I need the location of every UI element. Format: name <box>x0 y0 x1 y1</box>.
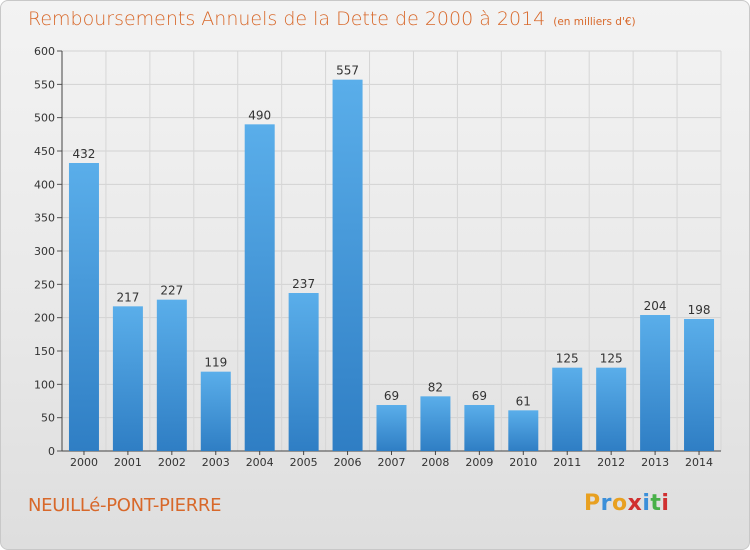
y-tick-label: 450 <box>34 145 55 158</box>
commune-name: NEUILLé-PONT-PIERRE <box>28 495 222 516</box>
x-tick-label: 2005 <box>290 456 318 469</box>
data-label: 217 <box>116 290 139 304</box>
x-tick-label: 2012 <box>597 456 625 469</box>
data-label: 557 <box>336 64 359 78</box>
chart-title: Remboursements Annuels de la Dette de 20… <box>28 8 546 30</box>
x-tick-label: 2000 <box>70 456 98 469</box>
logo-letter: o <box>611 491 628 516</box>
bar-2007 <box>376 405 407 451</box>
data-label: 204 <box>644 299 667 313</box>
y-tick-label: 400 <box>34 178 55 191</box>
x-tick-label: 2001 <box>114 456 142 469</box>
y-tick-label: 350 <box>34 212 55 225</box>
data-label: 61 <box>516 394 531 408</box>
bar-2010 <box>508 410 539 451</box>
x-tick-label: 2009 <box>465 456 493 469</box>
x-tick-label: 2013 <box>641 456 669 469</box>
axes: 0 50 100 150 200 250 300 350 400 450 500 550 600 <box>34 45 721 458</box>
bar-2011 <box>552 367 583 451</box>
x-tick-label: 2014 <box>685 456 713 469</box>
logo-letter: i <box>661 491 670 516</box>
data-label: 125 <box>600 352 623 366</box>
data-label: 237 <box>292 277 315 291</box>
logo-letter: P <box>584 491 601 516</box>
bar-2014 <box>684 319 715 451</box>
bar-2002 <box>156 299 187 451</box>
x-tick-label: 2008 <box>421 456 449 469</box>
data-label: 227 <box>160 284 183 298</box>
bar-2009 <box>464 405 495 451</box>
chart-subtitle: (en milliers d'€) <box>553 16 636 28</box>
bar-2004 <box>244 124 275 451</box>
data-label: 82 <box>428 380 443 394</box>
bars <box>68 79 715 452</box>
logo-letter: r <box>600 491 612 516</box>
data-label: 432 <box>73 147 96 161</box>
y-tick-label: 50 <box>41 412 55 425</box>
logo-letter: i <box>642 491 651 516</box>
proxiti-logo[interactable]: Proxiti <box>584 491 669 516</box>
bar-2000 <box>68 163 99 451</box>
data-label: 125 <box>556 352 579 366</box>
bar-2008 <box>420 396 451 451</box>
bar-2005 <box>288 293 319 451</box>
x-tick-label: 2004 <box>246 456 274 469</box>
y-tick-label: 200 <box>34 312 55 325</box>
x-tick-label: 2007 <box>378 456 406 469</box>
y-tick-label: 600 <box>34 45 55 58</box>
x-tick-label: 2010 <box>509 456 537 469</box>
y-tick-label: 250 <box>34 278 55 291</box>
data-label: 119 <box>204 356 227 370</box>
y-tick-label: 100 <box>34 378 55 391</box>
bar-2003 <box>200 371 231 451</box>
title-row: Remboursements Annuels de la Dette de 20… <box>28 8 636 30</box>
y-tick-label: 0 <box>48 445 55 458</box>
y-tick-label: 500 <box>34 112 55 125</box>
data-label: 490 <box>248 108 271 122</box>
x-tick-label: 2003 <box>202 456 230 469</box>
x-tick-label: 2011 <box>553 456 581 469</box>
labels: 2000 432 2001 217 2002 227 2003 119 2004 490 2005 2… <box>70 64 713 469</box>
x-tick-label: 2006 <box>334 456 362 469</box>
data-label: 69 <box>384 389 399 403</box>
bar-2012 <box>596 367 627 451</box>
bar-2001 <box>112 306 143 451</box>
y-tick-label: 550 <box>34 78 55 91</box>
data-label: 69 <box>472 389 487 403</box>
logo-letter: x <box>627 491 643 516</box>
data-label: 198 <box>688 303 711 317</box>
y-tick-label: 150 <box>34 345 55 358</box>
y-tick-label: 300 <box>34 245 55 258</box>
x-tick-label: 2002 <box>158 456 186 469</box>
logo-letter: t <box>650 491 662 516</box>
bar-2006 <box>332 79 363 452</box>
bar-2013 <box>640 315 671 451</box>
